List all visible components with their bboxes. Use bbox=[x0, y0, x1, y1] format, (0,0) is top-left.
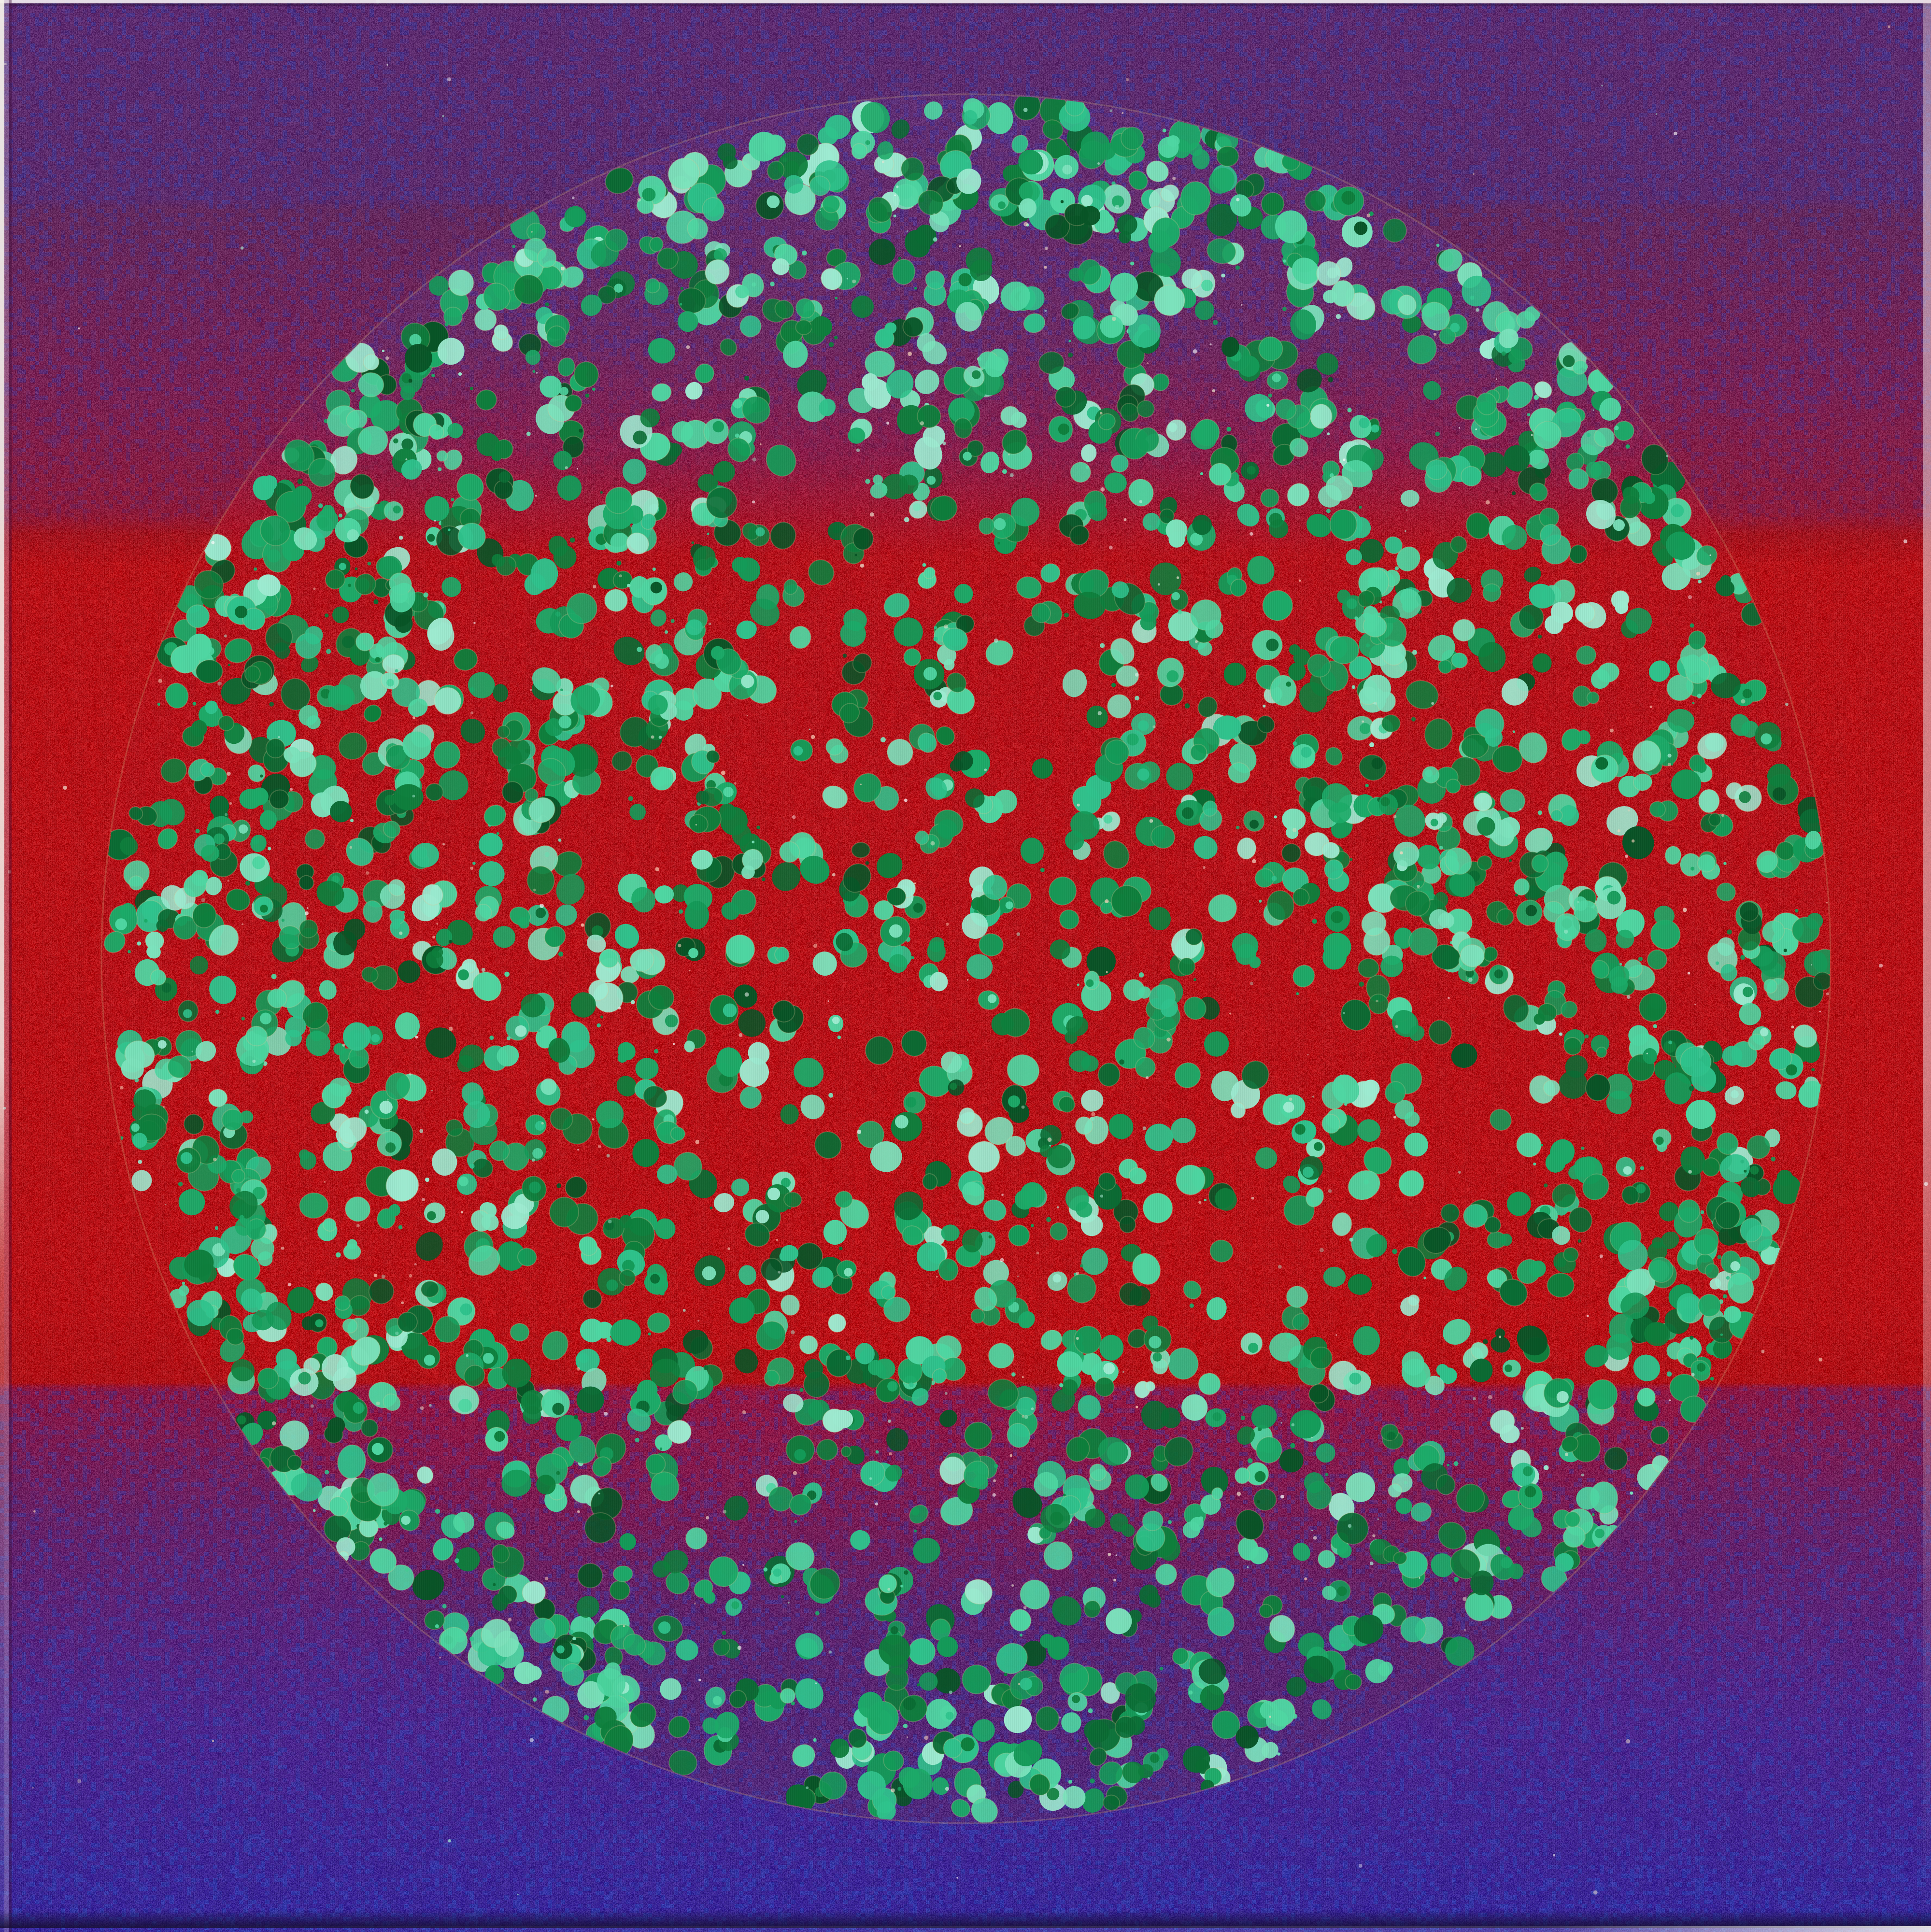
page: { "artwork": { "alt": "abstract pointill… bbox=[0, 0, 1931, 1932]
painting-photo bbox=[0, 0, 1931, 1932]
painting-canvas bbox=[0, 0, 1931, 1932]
